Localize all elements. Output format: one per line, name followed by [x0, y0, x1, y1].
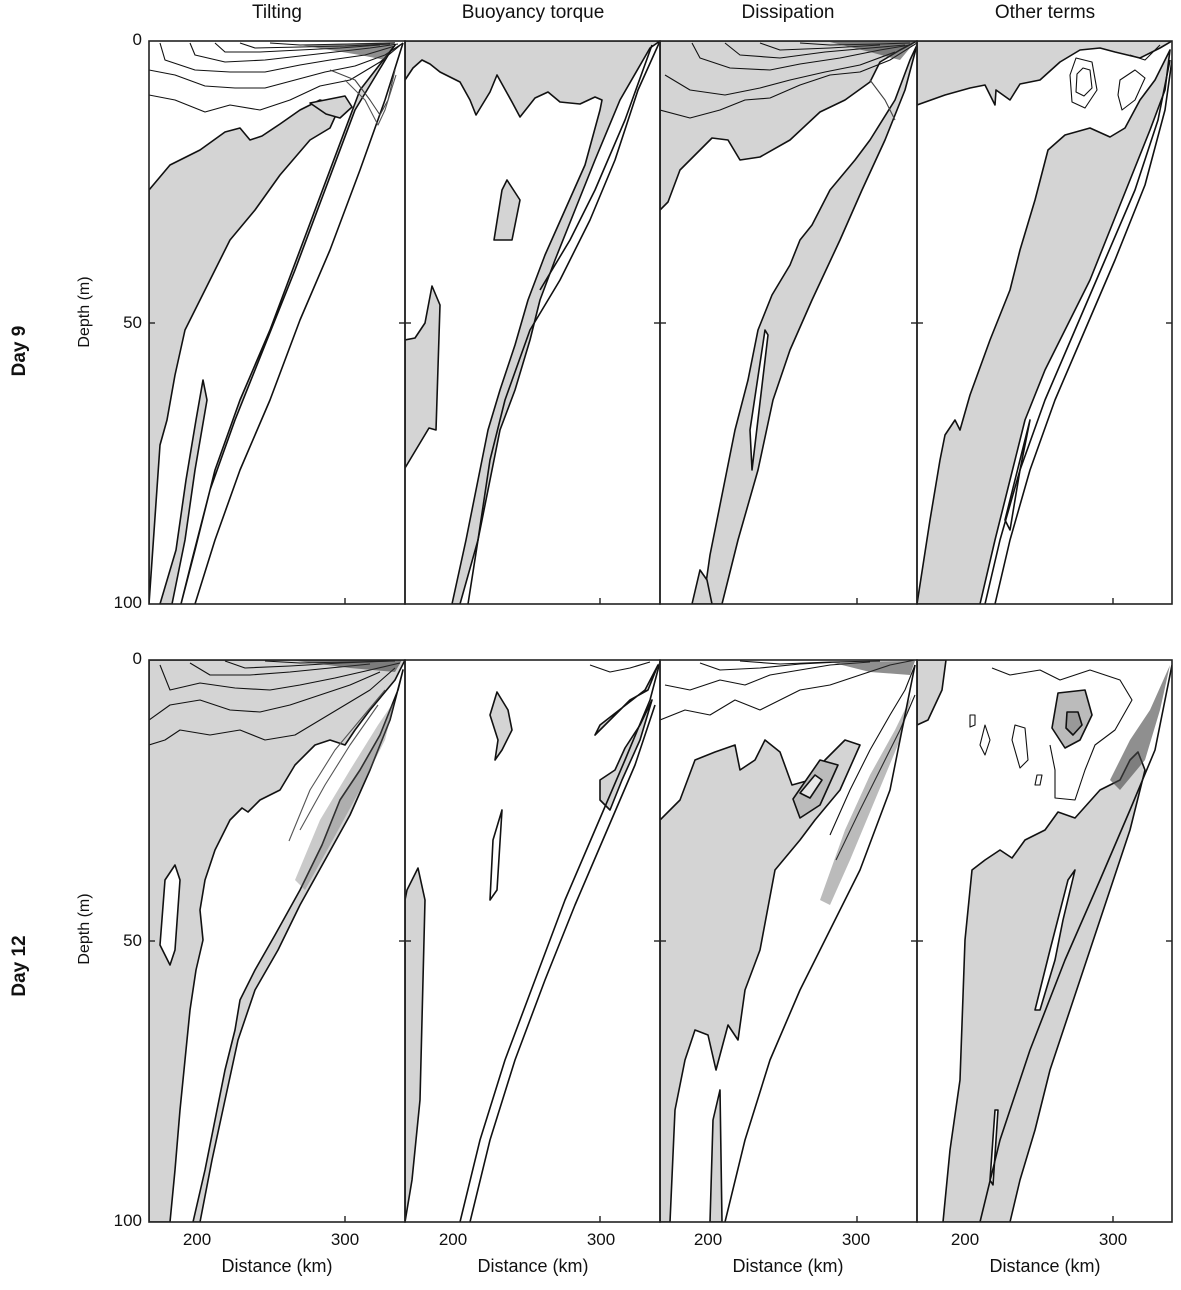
panel-day9-other-terms [917, 41, 1172, 604]
x-tick-300-col3: 300 [841, 1230, 871, 1249]
axes-day12-buoyancy [404, 659, 661, 1223]
x-tick-300-col1: 300 [330, 1230, 360, 1249]
x-tick-200-col1: 200 [182, 1230, 212, 1249]
y-tick-50-top: 50 [123, 313, 142, 332]
column-title-other-terms: Other terms [994, 2, 1096, 23]
panel-day12-tilting [149, 660, 405, 1222]
x-tick-200-col4: 200 [950, 1230, 980, 1249]
tick-marks [149, 322, 1172, 1222]
panel-day9-dissipation [660, 41, 917, 604]
y-tick-50-bottom: 50 [123, 931, 142, 950]
panel-day12-other-terms [917, 660, 1172, 1222]
panel-day12-dissipation [660, 660, 916, 1222]
panel-day9-buoyancy-torque [405, 41, 660, 604]
panel-day9-tilting [149, 42, 404, 604]
x-tick-300-col4: 300 [1098, 1230, 1128, 1249]
y-tick-0-top: 0 [132, 30, 142, 49]
x-tick-200-col3: 200 [693, 1230, 723, 1249]
panel-day12-buoyancy-torque [405, 661, 660, 1222]
column-title-buoyancy-torque: Buoyancy torque [461, 2, 605, 23]
x-axis-label-col3: Distance (km) [732, 1256, 844, 1276]
y-tick-0-bottom: 0 [132, 649, 142, 668]
y-tick-100-top: 100 [113, 593, 142, 612]
x-tick-200-col2: 200 [438, 1230, 468, 1249]
y-tick-100-bottom: 100 [113, 1211, 142, 1230]
x-axis-label-col4: Distance (km) [989, 1256, 1101, 1276]
column-title-dissipation: Dissipation [741, 2, 835, 23]
column-title-tilting: Tilting [252, 2, 302, 23]
x-axis-label-col1: Distance (km) [221, 1256, 333, 1276]
x-axis-label-col2: Distance (km) [477, 1256, 589, 1276]
x-tick-300-col2: 300 [586, 1230, 616, 1249]
